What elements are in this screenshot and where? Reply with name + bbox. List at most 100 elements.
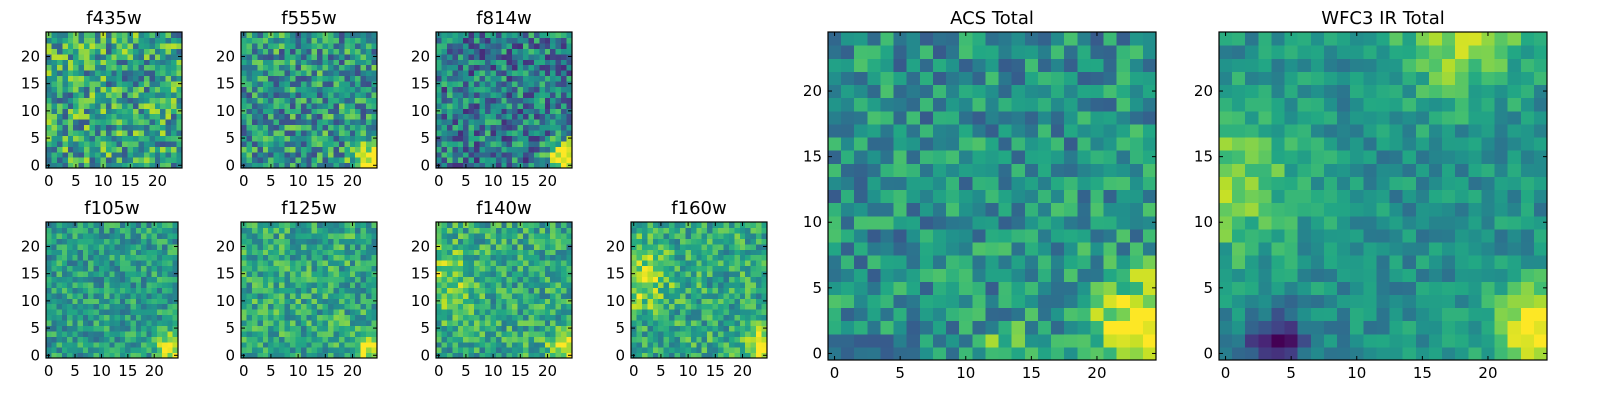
heatmap-cell — [436, 232, 443, 239]
heatmap-cell — [474, 102, 481, 109]
heatmap-cell — [67, 330, 73, 337]
heatmap-cell — [566, 32, 573, 39]
heatmap-cell — [652, 254, 659, 261]
heatmap-cell — [355, 270, 362, 277]
heatmap-cell — [906, 189, 921, 204]
heatmap-cell — [89, 162, 96, 169]
heatmap-cell — [344, 75, 351, 82]
heatmap-cell — [268, 124, 275, 131]
heatmap-cell — [77, 260, 84, 267]
heatmap-cell — [78, 129, 85, 136]
heatmap-cell — [257, 64, 264, 71]
heatmap-cell — [517, 298, 524, 305]
heatmap-cell — [135, 319, 142, 326]
heatmap-cell — [679, 260, 686, 267]
heatmap-cell — [355, 281, 362, 288]
heatmap-cell — [636, 292, 643, 299]
heatmap-cell — [533, 336, 540, 343]
heatmap-cell — [998, 294, 1013, 309]
heatmap-cell — [641, 287, 648, 294]
heatmap-cell — [61, 276, 68, 283]
heatmap-cell — [745, 222, 752, 229]
heatmap-cell — [701, 254, 708, 261]
heatmap-cell — [257, 341, 264, 348]
heatmap-cell — [366, 102, 373, 109]
heatmap-cell — [479, 227, 486, 234]
heatmap-cell — [446, 336, 453, 343]
heatmap-cell — [436, 119, 443, 126]
heatmap-cell — [474, 238, 481, 245]
heatmap-cell — [46, 309, 52, 316]
heatmap-cell — [701, 270, 708, 277]
heatmap-cell — [512, 298, 519, 305]
heatmap-cell — [523, 238, 530, 245]
heatmap-cell — [690, 227, 697, 234]
heatmap-cell — [61, 292, 68, 299]
heatmap-cell — [51, 298, 58, 305]
heatmap-cell — [484, 108, 491, 115]
heatmap-cell — [998, 241, 1013, 256]
heatmap-cell — [441, 238, 448, 245]
heatmap-cell — [311, 330, 318, 337]
heatmap-cell — [82, 309, 89, 316]
heatmap-cell — [734, 314, 741, 321]
heatmap-cell — [1090, 281, 1105, 295]
heatmap-cell — [561, 319, 568, 326]
heatmap-cell — [344, 86, 351, 93]
heatmap-cell — [452, 135, 459, 142]
heatmap-cell — [306, 119, 313, 126]
heatmap-cell — [317, 281, 324, 288]
heatmap-cell — [457, 113, 464, 120]
heatmap-cell — [750, 309, 757, 316]
heatmap-cell — [149, 146, 156, 153]
heatmap-cell — [125, 260, 132, 267]
heatmap-cell — [1037, 215, 1052, 230]
x-tick-label: 10 — [92, 362, 111, 380]
heatmap-cell — [566, 303, 573, 310]
heatmap-cell — [679, 325, 686, 332]
heatmap-cell — [56, 70, 63, 77]
heatmap-cell — [349, 124, 356, 131]
heatmap-cell — [78, 75, 85, 82]
heatmap-cell — [311, 53, 318, 60]
heatmap-cell — [111, 124, 118, 131]
heatmap-cell — [712, 341, 719, 348]
heatmap-cell — [663, 254, 670, 261]
heatmap-cell — [452, 37, 459, 44]
heatmap-cell — [149, 119, 156, 126]
heatmap-cell — [490, 249, 497, 256]
heatmap-cell — [251, 135, 258, 142]
heatmap-cell — [718, 341, 725, 348]
heatmap-cell — [333, 341, 340, 348]
heatmap-cell — [484, 292, 491, 299]
heatmap-cell — [696, 309, 703, 316]
heatmap-cell — [273, 135, 280, 142]
heatmap-cell — [641, 254, 648, 261]
heatmap-cell — [739, 303, 746, 310]
heatmap-cell — [284, 32, 291, 39]
heatmap-cell — [251, 151, 258, 158]
heatmap-cell — [919, 294, 934, 309]
heatmap-cell — [279, 102, 286, 109]
heatmap-cell — [828, 176, 842, 191]
heatmap-cell — [441, 80, 448, 87]
heatmap-cell — [501, 102, 508, 109]
heatmap-cell — [317, 140, 324, 147]
heatmap-cell — [322, 270, 329, 277]
heatmap-cell — [317, 292, 324, 299]
heatmap-cell — [658, 336, 665, 343]
heatmap-cell — [279, 303, 286, 310]
heatmap-cell — [474, 64, 481, 71]
heatmap-cell — [517, 124, 524, 131]
heatmap-cell — [306, 336, 313, 343]
heatmap-cell — [463, 113, 470, 120]
heatmap-cell — [371, 347, 378, 354]
x-tick-label: 5 — [70, 362, 80, 380]
heatmap-cell — [104, 330, 110, 337]
heatmap-cell — [262, 37, 269, 44]
heatmap-cell — [138, 64, 145, 71]
heatmap-cell — [338, 53, 345, 60]
heatmap-cell — [1051, 176, 1065, 191]
heatmap-cell — [98, 287, 105, 294]
heatmap-cell — [946, 176, 960, 191]
